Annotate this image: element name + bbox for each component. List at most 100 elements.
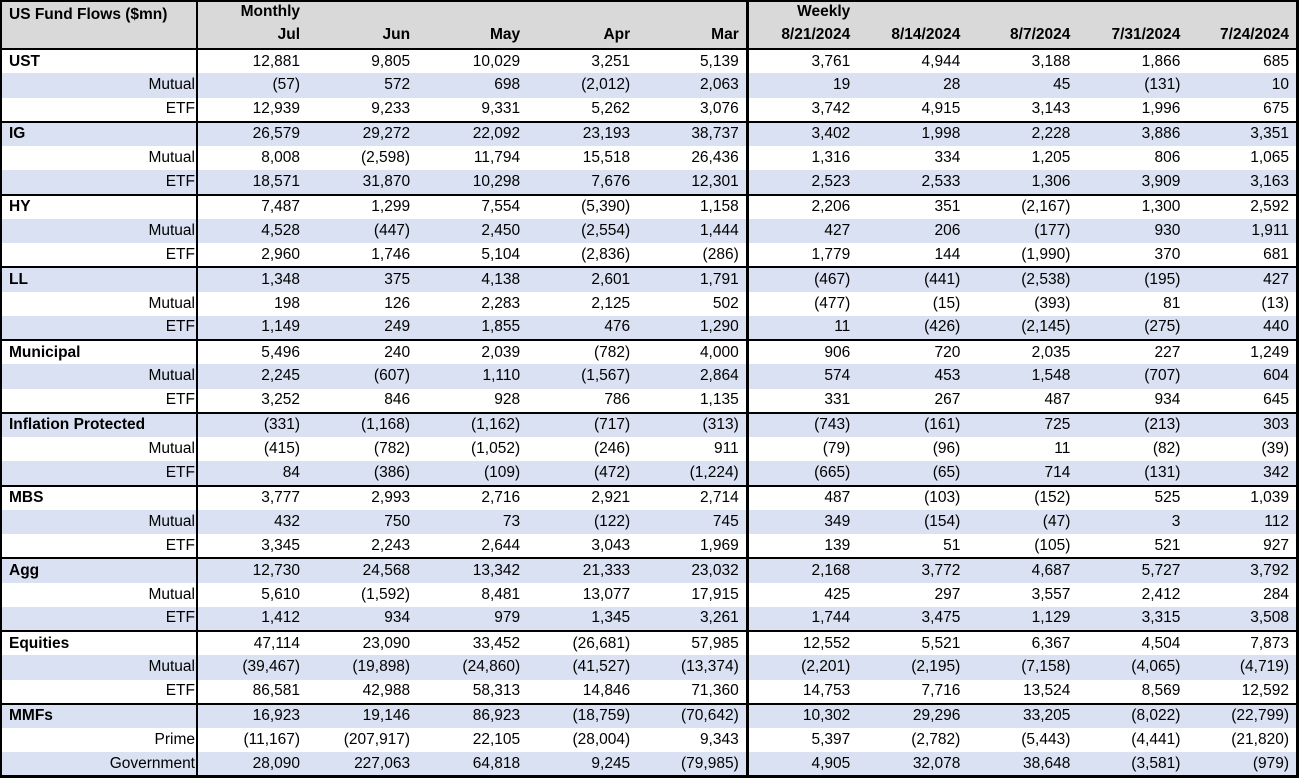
cell-value: 846 bbox=[384, 391, 411, 409]
cell-value: 2,243 bbox=[371, 536, 411, 554]
cell-value: 1,135 bbox=[637, 388, 749, 413]
cell-value: (607) bbox=[373, 367, 411, 385]
cell-value: (65) bbox=[932, 463, 961, 481]
table-row: ETF 3,252 846 928 786 1,135 331 267 487 934 645 bbox=[1, 388, 1298, 413]
cell-value: 5,727 bbox=[1141, 561, 1181, 579]
cell-value: 7,676 bbox=[591, 172, 631, 190]
cell-value: 1,290 bbox=[637, 315, 749, 340]
group-header-monthly: Monthly bbox=[197, 1, 308, 23]
cell-value: 7,716 bbox=[921, 682, 961, 700]
cell-value: 84 bbox=[282, 463, 301, 481]
row-label-sub: Mutual bbox=[1, 582, 198, 607]
cell-value: (57) bbox=[272, 76, 301, 94]
cell-value: (177) bbox=[1034, 221, 1071, 239]
cell-value: 29,272 bbox=[362, 125, 411, 143]
cell-value: 1,779 bbox=[811, 245, 851, 263]
cell-value: 3,777 bbox=[261, 489, 301, 507]
cell-value: 425 bbox=[824, 585, 851, 603]
cell-value: 7,487 bbox=[261, 198, 301, 216]
cell-value: 1,911 bbox=[1251, 221, 1289, 239]
header-spacer bbox=[967, 1, 1078, 23]
cell-value: (246) bbox=[594, 440, 631, 458]
column-header-may: May bbox=[417, 23, 528, 49]
column-header-week-4: 7/31/2024 bbox=[1077, 23, 1188, 49]
cell-value: 12,552 bbox=[802, 634, 851, 652]
cell-value: 1,855 bbox=[481, 318, 521, 336]
row-label-sub: ETF bbox=[1, 315, 198, 340]
row-label-sub: Mutual bbox=[1, 218, 198, 243]
table-header: US Fund Flows ($mn) Monthly Weekly Jul J… bbox=[1, 1, 1298, 49]
row-label-sub: Mutual bbox=[1, 509, 198, 534]
cell-value: (195) bbox=[1144, 270, 1181, 288]
cell-value: 685 bbox=[1263, 52, 1289, 70]
table-body: UST 12,881 9,805 10,029 3,251 5,139 3,761 4,944… bbox=[1, 49, 1298, 777]
cell-value: 12,881 bbox=[252, 52, 301, 70]
cell-value: (41,527) bbox=[572, 658, 631, 676]
cell-value: 786 bbox=[604, 391, 631, 409]
cell-value: 806 bbox=[1154, 149, 1181, 167]
cell-value: 4,504 bbox=[1141, 634, 1181, 652]
cell-value: (717) bbox=[594, 416, 631, 434]
cell-value: 29,296 bbox=[912, 707, 961, 725]
cell-value: 12,939 bbox=[252, 100, 301, 118]
cell-value: 502 bbox=[637, 291, 749, 316]
header-spacer bbox=[637, 1, 749, 23]
cell-value: (152) bbox=[1034, 489, 1071, 507]
cell-value: 10,029 bbox=[472, 52, 521, 70]
cell-value: 2,412 bbox=[1141, 585, 1181, 603]
cell-value: 5,262 bbox=[591, 100, 631, 118]
header-spacer bbox=[1187, 1, 1298, 23]
cell-value: 3,761 bbox=[811, 52, 851, 70]
cell-value: (467) bbox=[814, 270, 851, 288]
cell-value: 2,228 bbox=[1031, 125, 1071, 143]
cell-value: (154) bbox=[924, 512, 961, 530]
cell-value: 227,063 bbox=[354, 754, 411, 772]
table-row: ETF 1,412 934 979 1,345 3,261 1,744 3,475 1,129 3… bbox=[1, 606, 1298, 631]
cell-value: 3,252 bbox=[261, 391, 301, 409]
cell-value: (79) bbox=[822, 440, 851, 458]
cell-value: (7,158) bbox=[1021, 658, 1071, 676]
cell-value: 675 bbox=[1263, 100, 1289, 118]
row-label-sub: Government bbox=[1, 752, 198, 777]
cell-value: (313) bbox=[637, 412, 749, 437]
cell-value: 26,436 bbox=[637, 146, 749, 171]
cell-value: 1,299 bbox=[371, 198, 411, 216]
row-label-sub: Mutual bbox=[1, 437, 198, 462]
cell-value: 331 bbox=[824, 391, 851, 409]
header-spacer bbox=[307, 1, 418, 23]
cell-value: 1,444 bbox=[637, 218, 749, 243]
cell-value: 19,146 bbox=[362, 707, 411, 725]
cell-value: 47,114 bbox=[253, 634, 301, 652]
cell-value: (5,390) bbox=[581, 198, 631, 216]
cell-value: 930 bbox=[1154, 221, 1181, 239]
cell-value: 720 bbox=[934, 343, 961, 361]
cell-value: 3,792 bbox=[1250, 561, 1289, 579]
cell-value: 5,104 bbox=[481, 245, 521, 263]
table-row: Mutual 2,245 (607) 1,110 (1,567) 2,864 574 453 1… bbox=[1, 364, 1298, 389]
cell-value: (4,065) bbox=[1131, 658, 1181, 676]
cell-value: 81 bbox=[1163, 294, 1181, 312]
cell-value: 86,923 bbox=[472, 707, 521, 725]
cell-value: 33,452 bbox=[472, 634, 521, 652]
cell-value: 284 bbox=[1263, 585, 1289, 603]
table-row: ETF 18,571 31,870 10,298 7,676 12,301 2,523 2,5… bbox=[1, 170, 1298, 195]
cell-value: 2,864 bbox=[637, 364, 749, 389]
cell-value: (1,052) bbox=[471, 440, 521, 458]
cell-value: 45 bbox=[1053, 76, 1071, 94]
cell-value: 3,402 bbox=[811, 125, 851, 143]
cell-value: 31,870 bbox=[362, 172, 411, 190]
cell-value: 1,110 bbox=[482, 367, 521, 385]
row-label-sub: ETF bbox=[1, 170, 198, 195]
cell-value: 57,985 bbox=[637, 631, 749, 656]
cell-value: (415) bbox=[263, 440, 301, 458]
row-label-sub: ETF bbox=[1, 606, 198, 631]
row-label-category: Inflation Protected bbox=[1, 412, 198, 437]
cell-value: (1,592) bbox=[360, 585, 411, 603]
table-row: ETF 12,939 9,233 9,331 5,262 3,076 3,742 4,915 3… bbox=[1, 97, 1298, 122]
row-label-sub: ETF bbox=[1, 534, 198, 559]
cell-value: (109) bbox=[483, 463, 521, 481]
table-row: ETF 2,960 1,746 5,104 (2,836) (286) 1,779 144 (1… bbox=[1, 243, 1298, 268]
cell-value: 1,249 bbox=[1250, 343, 1289, 361]
cell-value: 303 bbox=[1263, 416, 1289, 434]
